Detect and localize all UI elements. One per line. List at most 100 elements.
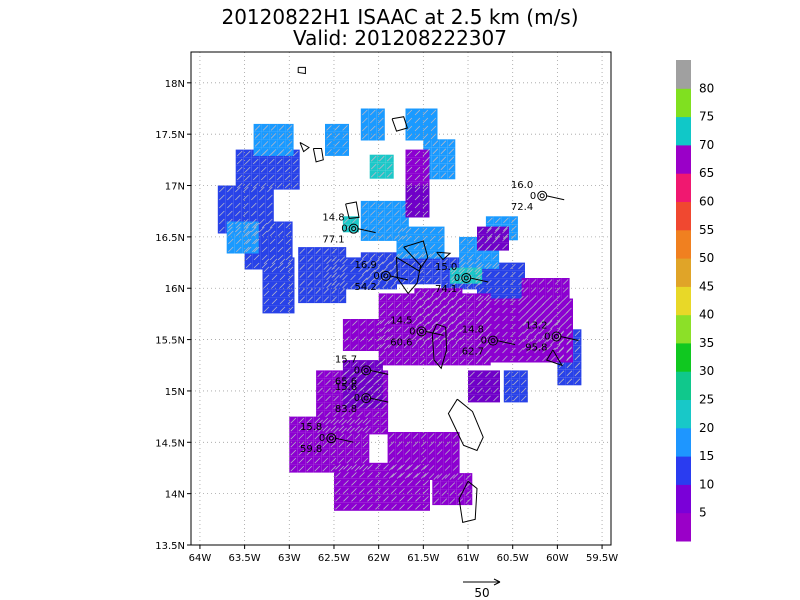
wind-arrow [263, 258, 270, 265]
wind-arrow [478, 299, 484, 306]
wind-arrow [403, 334, 410, 341]
station-label-bottom: 74.1 [435, 284, 457, 295]
wind-arrow [379, 326, 386, 333]
wind-arrow [485, 379, 491, 386]
station-dot [383, 273, 389, 279]
wind-arrow [244, 246, 250, 253]
wind-arrow [458, 258, 464, 265]
wind-arrow [378, 226, 384, 232]
wind-arrow [285, 246, 292, 253]
station-label-mid: 0 [481, 336, 487, 347]
wind-arrow [335, 480, 341, 486]
wind-arrow [423, 496, 429, 502]
wind-arrow [518, 339, 524, 346]
wind-arrow [452, 449, 459, 455]
wind-arrow [228, 246, 234, 253]
wind-arrow [384, 320, 390, 326]
wind-arrow [467, 358, 474, 365]
wind-arrow [390, 282, 396, 289]
wind-arrow [415, 472, 421, 478]
colorbar-segment [676, 427, 691, 457]
wind-arrow [538, 336, 545, 342]
x-tick-label: 63.5W [229, 553, 261, 564]
wind-arrow [422, 182, 429, 189]
wind-arrow [388, 433, 395, 439]
wind-arrow [333, 371, 339, 378]
x-tick-label: 62.5W [318, 553, 350, 564]
wind-arrow [314, 449, 321, 456]
wind-arrow [236, 222, 242, 229]
wind-arrow [429, 243, 436, 250]
wind-arrow [455, 329, 462, 335]
wind-arrow [419, 294, 426, 301]
wind-arrow [306, 433, 313, 440]
wind-arrow [352, 217, 358, 224]
station-markers: 14.8077.116.9054.215.0074.116.0072.414.5… [300, 180, 579, 455]
wind-arrow [406, 125, 413, 132]
wind-arrow [322, 441, 329, 448]
wind-arrow [387, 326, 394, 333]
wind-arrow [394, 234, 400, 240]
wind-arrow [502, 287, 508, 294]
reference-arrow-head [493, 578, 501, 586]
wind-arrow [518, 279, 524, 286]
colorbar-segment [676, 286, 691, 316]
wind-arrow [306, 449, 313, 456]
wind-arrow [342, 266, 348, 273]
wind-arrow [376, 336, 382, 342]
wind-arrow [538, 303, 545, 309]
station-label-bottom: 59.8 [300, 444, 322, 455]
wind-arrow [431, 321, 438, 327]
wind-arrow [378, 269, 384, 276]
wind-arrow [448, 164, 455, 171]
wind-arrow [422, 109, 429, 116]
wind-arrow [299, 288, 305, 294]
station-label-bottom: 65.6 [335, 376, 357, 387]
wind-arrow [368, 401, 374, 407]
wind-arrow [423, 289, 430, 295]
wind-arrow [386, 277, 392, 284]
wind-arrow [486, 299, 492, 306]
wind-arrow [558, 346, 565, 353]
wind-arrow [391, 472, 397, 478]
wind-arrow [513, 379, 519, 386]
wind-arrow [326, 141, 332, 147]
wind-arrow [330, 425, 337, 432]
wind-arrow [459, 342, 466, 349]
wind-arrow [538, 320, 545, 326]
wind-arrow [415, 480, 421, 486]
wind-arrow [287, 298, 294, 305]
wind-arrow [455, 313, 462, 319]
wind-arrow [574, 362, 581, 369]
wind-arrow [423, 472, 429, 478]
wind-arrow [260, 174, 267, 181]
wind-arrow [419, 342, 426, 349]
wind-arrow [359, 464, 365, 470]
wind-arrow [370, 125, 376, 132]
wind-arrow [493, 395, 499, 402]
wind-arrow [322, 417, 329, 424]
wind-arrow [271, 290, 278, 297]
wind-arrow [287, 266, 294, 273]
wind-arrow [359, 480, 365, 486]
wind-arrow [354, 433, 361, 440]
wind-arrow [458, 274, 464, 281]
wind-arrow [428, 465, 435, 471]
wind-arrow [326, 133, 332, 139]
wind-arrow [262, 149, 269, 155]
wind-arrow [419, 318, 426, 325]
colorbar-label: 60 [699, 195, 714, 209]
colorbar-label: 15 [699, 449, 714, 463]
wind-arrow [254, 141, 261, 147]
wind-arrow [405, 235, 412, 242]
wind-arrow [290, 417, 297, 424]
wind-arrow [357, 419, 363, 426]
wind-arrow [330, 457, 337, 464]
wind-arrow [448, 140, 455, 147]
wind-arrow [349, 419, 355, 426]
wind-arrow [357, 411, 363, 418]
wind-arrow [269, 262, 276, 269]
wind-arrow [449, 498, 456, 504]
